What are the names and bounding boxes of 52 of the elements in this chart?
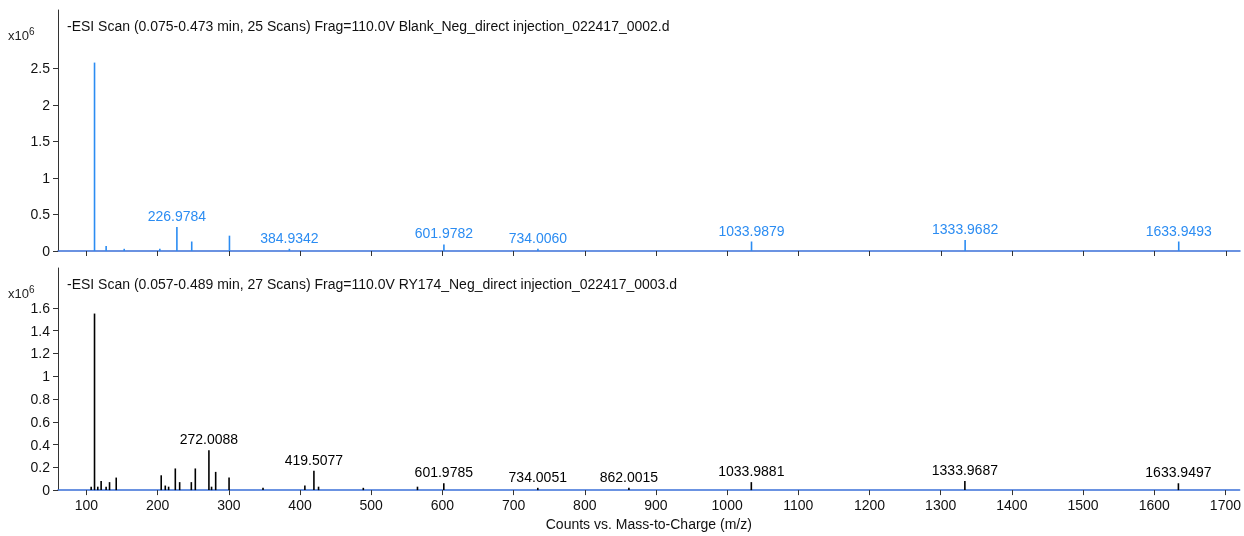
annotation: 1333.9682 [932,221,999,238]
text: -ESI Scan (0.075-0.473 min, 25 Scans) Frag=110.0V Blank_Neg_direct injection_022417_0002.d [67,18,670,34]
annotation: 1633.9493 [1145,222,1213,239]
y-tick-label: 2 [42,96,51,113]
x-tick-label: 1700 [1209,497,1242,514]
y-tick-label: 0 [42,482,51,499]
annotation: 862.0015 [599,468,659,485]
annotation: 226.9784 [147,207,207,224]
x-tick-label: 200 [145,497,170,514]
annotation: 1033.9879 [718,222,785,239]
y-tick-label: 0.6 [30,413,51,430]
x-tick-label: 1600 [1138,497,1171,514]
annotation: 272.0088 [179,431,239,448]
x-tick-label: 1000 [711,497,743,514]
y-tick-label: 2.5 [30,60,51,77]
x-tick-label: 1500 [1067,497,1099,514]
y-tick-label: 0.8 [30,390,51,407]
x-tick-label: 900 [644,497,668,514]
y-tick-label: 1.2 [30,345,51,362]
x-axis-title: Counts vs. Mass-to-Charge (m/z) [545,516,752,532]
annotation: 734.0051 [508,468,568,485]
y-tick-label: 1 [42,169,51,186]
annotation: 1333.9687 [931,461,999,478]
x-tick-label: 1400 [996,497,1028,514]
x-tick-label: 700 [501,497,526,514]
x-tick-label: 1200 [853,497,886,514]
y-tick-label: 0 [42,243,51,259]
x-tick-label: 400 [288,497,312,514]
y-tick-label: 0.4 [30,436,51,453]
y-axis-title: x10$^{6}$ [8,284,35,302]
y-tick-label: 1.4 [30,322,51,339]
x-tick-label: 1100 [783,497,814,514]
annotation: 601.9782 [414,225,474,242]
annotation: 734.0060 [508,229,568,246]
y-axis-title: x10$^{6}$ [8,26,35,44]
x-tick-label: 100 [74,497,99,514]
y-tick-label: 1.6 [30,299,51,316]
x-tick-label: 500 [359,497,384,514]
y-tick-label: 0.5 [30,206,51,223]
annotation: 419.5077 [284,451,344,468]
y-tick-label: 1 [42,368,51,385]
annotation: 384.9342 [260,229,319,246]
y-tick-label: 1.5 [30,133,51,150]
x-tick-label: 800 [573,497,597,514]
annotation: 1633.9497 [1145,464,1212,481]
text: -ESI Scan (0.057-0.489 min, 27 Scans) Frag=110.0V RY174_Neg_direct injection_022417_0003.d [67,276,678,292]
y-tick-label: 0.2 [30,459,51,476]
x-tick-label: 1300 [925,497,957,514]
x-tick-label: 300 [217,497,241,514]
annotation: 1033.9881 [718,463,785,480]
annotation: 601.9785 [414,464,474,481]
x-tick-label: 600 [430,497,455,514]
